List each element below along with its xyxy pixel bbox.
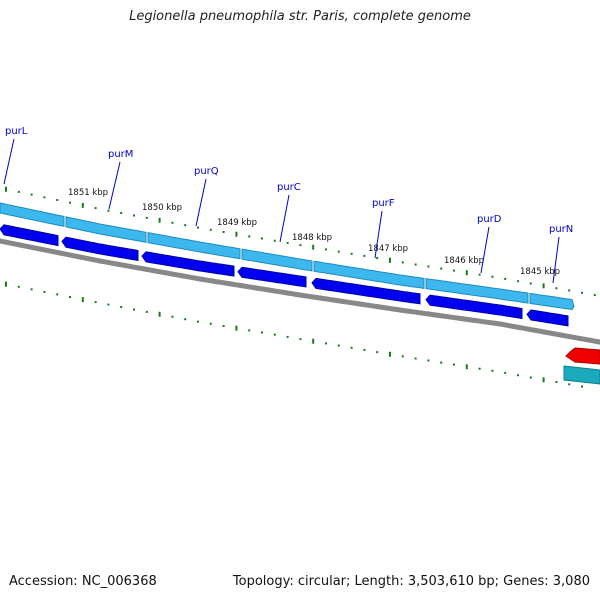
forward-gene-arrow[interactable] <box>65 216 147 243</box>
gene-label-purF[interactable]: purF <box>372 198 395 209</box>
gene-label-purD[interactable]: purD <box>477 214 502 225</box>
forward-strand-genes[interactable] <box>0 202 575 311</box>
map-title: Legionella pneumophila str. Paris, compl… <box>129 9 471 24</box>
scale-label: 1847 kbp <box>368 244 408 254</box>
scale-label: 1846 kbp <box>444 256 484 266</box>
reverse-gene-arrow[interactable] <box>0 224 59 247</box>
reverse-gene-arrow[interactable] <box>61 236 139 262</box>
gene-labels[interactable]: purL purM purQ purC purF purD purN <box>3 126 573 284</box>
reverse-gene-arrow[interactable] <box>141 251 235 277</box>
forward-gene-arrow[interactable] <box>241 248 313 272</box>
reverse-strand-genes[interactable] <box>0 224 569 327</box>
accession-label: Accession: NC_006368 <box>9 574 157 589</box>
gene-leader-line <box>3 138 15 185</box>
gene-leader-line <box>108 161 121 210</box>
reverse-gene-arrow[interactable] <box>526 309 569 327</box>
reverse-gene-arrow[interactable] <box>237 266 307 288</box>
forward-gene-arrow[interactable] <box>313 260 425 289</box>
gene-label-purC[interactable]: purC <box>277 182 301 193</box>
forward-gene-arrow[interactable] <box>425 278 529 304</box>
gene-label-purM[interactable]: purM <box>108 149 133 160</box>
scale-label: 1850 kbp <box>142 203 182 213</box>
gene-label-purQ[interactable]: purQ <box>194 166 219 177</box>
gene-leader-line <box>195 178 207 227</box>
minor-tick-marks <box>17 190 596 388</box>
red-feature[interactable] <box>565 347 600 365</box>
scale-label: 1848 kbp <box>292 233 332 243</box>
forward-gene-arrow[interactable] <box>0 202 65 228</box>
gene-label-purN[interactable]: purN <box>549 224 573 235</box>
scale-label: 1845 kbp <box>520 267 560 277</box>
topology-label: Topology: circular; Length: 3,503,610 bp… <box>232 574 590 589</box>
gene-label-purL[interactable]: purL <box>5 126 28 137</box>
gene-leader-line <box>480 226 490 274</box>
gene-leader-line <box>279 194 290 243</box>
forward-gene-arrow[interactable] <box>147 231 241 260</box>
reverse-gene-arrow[interactable] <box>425 294 523 320</box>
gene-leader-line <box>552 236 560 284</box>
gene-leader-line <box>374 210 383 259</box>
genome-backbone <box>0 238 600 345</box>
scale-label: 1849 kbp <box>217 218 257 228</box>
scale-label: 1851 kbp <box>68 188 108 198</box>
forward-gene-arrow[interactable] <box>529 292 575 311</box>
reverse-gene-arrow[interactable] <box>311 277 421 305</box>
scale-labels: 1851 kbp 1850 kbp 1849 kbp 1848 kbp 1847 kbp… <box>68 188 560 277</box>
major-tick-marks <box>5 186 545 383</box>
right-edge-features[interactable] <box>563 347 600 385</box>
teal-feature[interactable] <box>563 365 600 385</box>
